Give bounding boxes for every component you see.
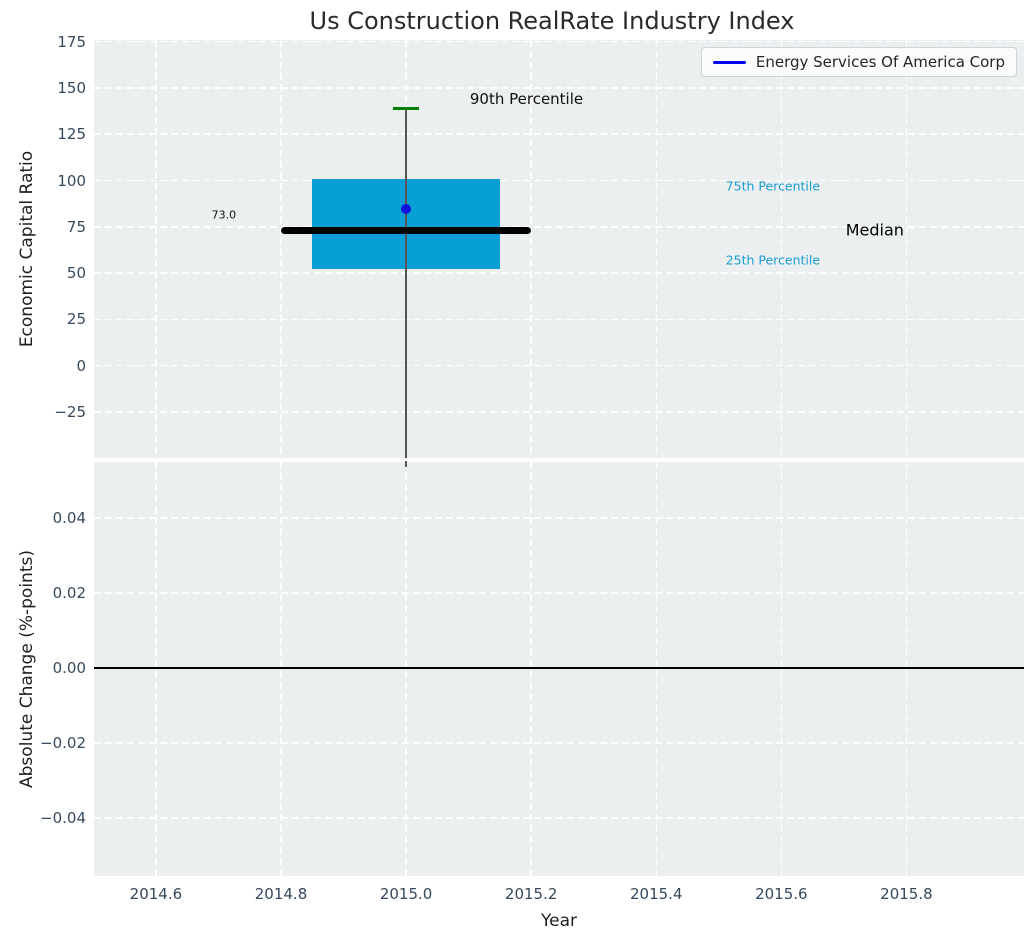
annotation-p90-label: 90th Percentile: [469, 90, 584, 109]
y-tick-label: 150: [57, 78, 86, 97]
x-tick-label: 2015.8: [880, 885, 933, 903]
gridline-vertical: [655, 40, 657, 458]
y-tick-label: 175: [57, 32, 86, 51]
annotation-p25-label: 25th Percentile: [725, 252, 821, 268]
y-tick-label: 0.00: [52, 658, 86, 677]
company-data-point: [401, 203, 412, 214]
x-tick-label: 2014.8: [254, 885, 308, 903]
gridline-horizontal: [94, 179, 1024, 182]
gridline-vertical: [780, 40, 783, 458]
y-tick-label: 50: [66, 264, 86, 283]
gridline-horizontal: [94, 592, 1024, 594]
top-plot-area: [94, 40, 1024, 458]
whisker-line: [405, 108, 407, 458]
gridline-vertical: [155, 462, 157, 876]
y-tick-label: −0.04: [40, 808, 86, 827]
gridline-horizontal: [94, 40, 1024, 43]
x-tick-label: 2015.2: [504, 885, 558, 903]
gridline-vertical: [280, 462, 282, 876]
annotation-median-value: 73.0: [211, 208, 237, 222]
y-tick-label: 25: [66, 310, 86, 329]
legend-label: Energy Services Of America Corp: [755, 53, 1005, 71]
legend: Energy Services Of America Corp: [700, 47, 1017, 77]
gridline-vertical: [155, 40, 157, 458]
x-tick-label: 2015.4: [630, 885, 683, 903]
x-tick-label: 2015.0: [379, 885, 433, 903]
median-line: [281, 226, 532, 234]
gridline-horizontal: [94, 226, 1024, 228]
gridline-horizontal: [94, 87, 1024, 89]
gridline-horizontal: [94, 411, 1024, 413]
gridline-vertical: [780, 462, 783, 876]
gridline-horizontal: [94, 517, 1024, 519]
y-tick-label: 0.02: [52, 583, 86, 602]
y-tick-label: 75: [66, 217, 86, 236]
gridline-horizontal: [94, 817, 1024, 819]
whisker-cap-90th: [392, 106, 420, 110]
x-tick-label: 2015.6: [755, 885, 808, 903]
x-tick-label: 2014.6: [129, 885, 183, 903]
annotation-p75-label: 75th Percentile: [725, 178, 821, 194]
gridline-vertical: [905, 40, 908, 458]
gridline-vertical: [280, 40, 282, 458]
gridline-horizontal: [94, 272, 1024, 274]
whisker-overflow-tick: [405, 461, 407, 467]
annotation-median-label: Median: [845, 220, 904, 240]
legend-line-icon: [712, 60, 746, 64]
y-tick-label: −25: [54, 402, 86, 421]
y-tick-label: −0.02: [40, 733, 86, 752]
x-axis-label: Year: [541, 911, 577, 931]
bottom-plot-area: [94, 462, 1024, 876]
gridline-horizontal: [94, 742, 1024, 744]
gridline-vertical: [905, 462, 908, 876]
chart-title: Us Construction RealRate Industry Index: [309, 7, 795, 35]
gridline-horizontal: [94, 364, 1024, 367]
gridline-vertical: [530, 462, 532, 876]
gridline-horizontal: [94, 133, 1024, 135]
y-tick-label: 125: [57, 125, 86, 144]
y-tick-label: 0.04: [52, 508, 86, 527]
y-tick-label: 100: [57, 171, 86, 190]
gridline-vertical: [405, 462, 407, 876]
y-tick-label: 0: [76, 356, 86, 375]
zero-reference-line: [94, 666, 1024, 669]
gridline-vertical: [530, 40, 532, 458]
gridline-vertical: [655, 462, 657, 876]
gridline-horizontal: [94, 318, 1024, 321]
